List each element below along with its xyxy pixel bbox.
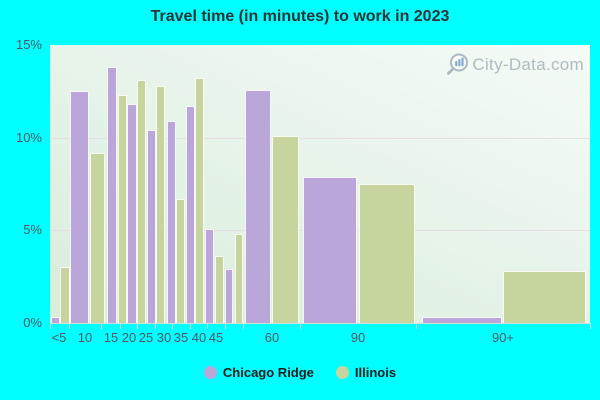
x-tick-mark xyxy=(415,323,417,329)
watermark: City-Data.com xyxy=(445,52,584,78)
gridline-10 xyxy=(50,137,590,139)
y-tick-label: 15% xyxy=(15,37,42,52)
legend: Chicago Ridge Illinois xyxy=(0,364,600,380)
bar-illinois xyxy=(89,152,105,323)
page-title: Travel time (in minutes) to work in 2023 xyxy=(150,8,450,25)
illinois-swatch-icon xyxy=(335,365,349,379)
x-tick-label: 45 xyxy=(208,330,224,345)
bar-illinois xyxy=(359,184,415,323)
y-tick-label: 0% xyxy=(23,315,42,330)
x-tick-label: 30 xyxy=(156,330,172,345)
x-tick-label: 35 xyxy=(173,330,189,345)
x-tick-mark xyxy=(299,323,301,329)
legend-label: Illinois xyxy=(354,364,397,380)
chicago-ridge-swatch-icon xyxy=(203,365,217,379)
x-tick-mark xyxy=(154,323,156,329)
bar-illinois xyxy=(214,256,224,323)
x-tick-mark xyxy=(119,323,121,329)
bar-illinois xyxy=(176,198,185,323)
bar-illinois xyxy=(117,95,127,323)
x-tick-label: 40 xyxy=(191,330,207,345)
bar-illinois xyxy=(60,267,71,323)
bar-illinois xyxy=(156,85,166,323)
x-tick-mark xyxy=(589,323,591,329)
x-tick-mark xyxy=(242,323,244,329)
bar-chicago-ridge xyxy=(51,317,60,323)
x-tick-label: 15 xyxy=(103,330,119,345)
x-tick-mark xyxy=(136,323,138,329)
x-tick-label: 25 xyxy=(138,330,154,345)
bar-chicago-ridge xyxy=(70,91,89,323)
bar-chicago-ridge xyxy=(127,104,137,323)
bar-illinois xyxy=(195,78,204,323)
x-tick-mark xyxy=(101,323,103,329)
x-tick-mark xyxy=(224,323,226,329)
legend-item-chicago-ridge: Chicago Ridge xyxy=(203,364,314,380)
bar-chicago-ridge xyxy=(147,130,156,323)
y-tick-label: 5% xyxy=(23,222,42,238)
legend-item-illinois: Illinois xyxy=(335,364,397,380)
bar-chicago-ridge xyxy=(107,67,117,323)
bar-illinois xyxy=(137,80,146,323)
bar-illinois xyxy=(234,234,244,323)
bar-illinois xyxy=(272,135,299,323)
bar-chicago-ridge xyxy=(186,106,195,323)
x-tick-label: 90 xyxy=(350,330,366,345)
plot-area: City-Data.com xyxy=(50,45,590,324)
magnifier-bar-chart-icon xyxy=(445,52,471,78)
x-tick-mark xyxy=(189,323,191,329)
x-tick-mark xyxy=(49,323,51,329)
x-tick-mark xyxy=(207,323,209,329)
bar-chicago-ridge xyxy=(225,269,234,323)
legend-label: Chicago Ridge xyxy=(222,364,314,380)
x-tick-mark xyxy=(68,323,70,329)
x-tick-label: 20 xyxy=(121,330,137,345)
bar-chicago-ridge xyxy=(421,317,502,323)
watermark-text: City-Data.com xyxy=(472,55,584,74)
bar-chicago-ridge xyxy=(166,121,176,323)
bar-illinois xyxy=(503,271,587,323)
x-tick-label: 90+ xyxy=(491,330,515,345)
bar-chicago-ridge xyxy=(205,228,215,323)
x-tick-label: 60 xyxy=(264,330,280,345)
x-tick-mark xyxy=(172,323,174,329)
bar-chicago-ridge xyxy=(303,176,357,323)
x-tick-label: 10 xyxy=(77,330,93,345)
bar-chicago-ridge xyxy=(245,89,271,323)
x-tick-label: <5 xyxy=(51,330,67,345)
y-tick-label: 10% xyxy=(15,129,42,145)
